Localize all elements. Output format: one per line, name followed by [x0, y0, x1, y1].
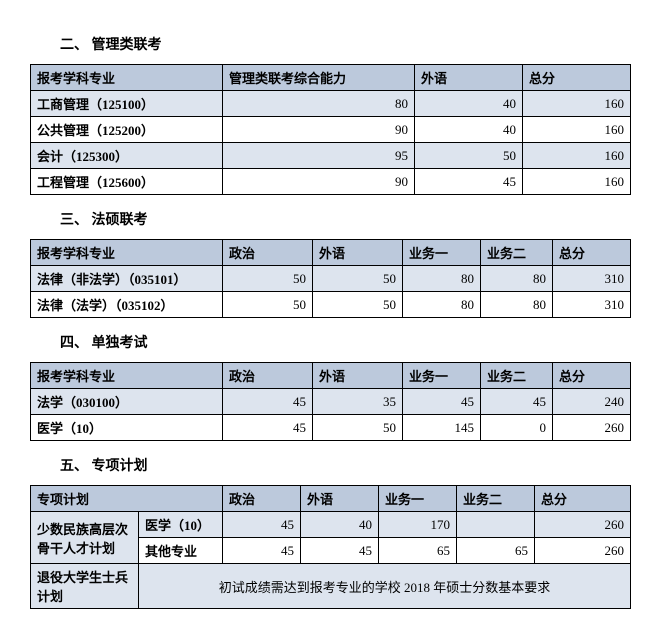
cell-value: 80: [481, 292, 553, 318]
column-header: 总分: [523, 65, 631, 91]
column-header: 专项计划: [31, 486, 223, 512]
cell-value: 260: [535, 538, 631, 564]
table-section4: 报考学科专业政治外语业务一业务二总分 法学（030100）45354545240…: [30, 362, 631, 441]
cell-value: 45: [223, 415, 313, 441]
cell-value: [457, 512, 535, 538]
cell-value: 45: [481, 389, 553, 415]
cell-value: 260: [553, 415, 631, 441]
column-header: 管理类联考综合能力: [223, 65, 415, 91]
cell-value: 45: [415, 169, 523, 195]
column-header: 总分: [553, 363, 631, 389]
column-header: 外语: [313, 363, 403, 389]
cell-value: 50: [415, 143, 523, 169]
row-label: 会计（125300）: [31, 143, 223, 169]
cell-value: 0: [481, 415, 553, 441]
cell-value: 35: [313, 389, 403, 415]
cell-value: 50: [313, 292, 403, 318]
column-header: 总分: [553, 240, 631, 266]
merged-plan-label: 少数民族高层次骨干人才计划: [31, 512, 139, 564]
cell-value: 45: [403, 389, 481, 415]
cell-value: 80: [223, 91, 415, 117]
cell-value: 65: [379, 538, 457, 564]
column-header: 业务二: [481, 363, 553, 389]
cell-value: 45: [301, 538, 379, 564]
cell-value: 45: [223, 389, 313, 415]
cell-value: 40: [415, 117, 523, 143]
table-section3: 报考学科专业政治外语业务一业务二总分 法律（非法学）（035101）505080…: [30, 239, 631, 318]
cell-value: 80: [403, 292, 481, 318]
cell-value: 160: [523, 169, 631, 195]
note-text: 初试成绩需达到报考专业的学校 2018 年硕士分数基本要求: [139, 564, 631, 609]
cell-value: 260: [535, 512, 631, 538]
cell-value: 80: [481, 266, 553, 292]
cell-value: 40: [415, 91, 523, 117]
row-label: 公共管理（125200）: [31, 117, 223, 143]
column-header: 业务一: [379, 486, 457, 512]
cell-value: 45: [223, 512, 301, 538]
column-header: 政治: [223, 240, 313, 266]
row-sublabel: 医学（10）: [139, 512, 223, 538]
cell-value: 80: [403, 266, 481, 292]
cell-value: 90: [223, 169, 415, 195]
cell-value: 310: [553, 292, 631, 318]
column-header: 总分: [535, 486, 631, 512]
column-header: 外语: [415, 65, 523, 91]
row-label: 工商管理（125100）: [31, 91, 223, 117]
cell-value: 50: [313, 415, 403, 441]
column-header: 外语: [313, 240, 403, 266]
cell-value: 160: [523, 91, 631, 117]
cell-value: 65: [457, 538, 535, 564]
column-header: 政治: [223, 363, 313, 389]
column-header: 报考学科专业: [31, 240, 223, 266]
column-header: 政治: [223, 486, 301, 512]
section5-title: 五、 专项计划: [60, 455, 631, 475]
section2-title: 二、 管理类联考: [60, 34, 631, 54]
row-label: 法律（非法学）（035101）: [31, 266, 223, 292]
row-label: 法学（030100）: [31, 389, 223, 415]
cell-value: 40: [301, 512, 379, 538]
note-plan-label: 退役大学生士兵计划: [31, 564, 139, 609]
row-sublabel: 其他专业: [139, 538, 223, 564]
row-label: 医学（10）: [31, 415, 223, 441]
cell-value: 50: [313, 266, 403, 292]
column-header: 业务一: [403, 240, 481, 266]
cell-value: 50: [223, 266, 313, 292]
cell-value: 310: [553, 266, 631, 292]
cell-value: 240: [553, 389, 631, 415]
row-label: 工程管理（125600）: [31, 169, 223, 195]
column-header: 报考学科专业: [31, 65, 223, 91]
cell-value: 160: [523, 117, 631, 143]
section4-title: 四、 单独考试: [60, 332, 631, 352]
column-header: 报考学科专业: [31, 363, 223, 389]
cell-value: 90: [223, 117, 415, 143]
cell-value: 95: [223, 143, 415, 169]
column-header: 外语: [301, 486, 379, 512]
cell-value: 50: [223, 292, 313, 318]
column-header: 业务一: [403, 363, 481, 389]
cell-value: 160: [523, 143, 631, 169]
row-label: 法律（法学）（035102）: [31, 292, 223, 318]
cell-value: 170: [379, 512, 457, 538]
section3-title: 三、 法硕联考: [60, 209, 631, 229]
cell-value: 145: [403, 415, 481, 441]
column-header: 业务二: [457, 486, 535, 512]
column-header: 业务二: [481, 240, 553, 266]
table-section5: 专项计划政治外语业务一业务二总分 少数民族高层次骨干人才计划医学（10）4540…: [30, 485, 631, 609]
cell-value: 45: [223, 538, 301, 564]
table-section2: 报考学科专业管理类联考综合能力外语总分 工商管理（125100）8040160公…: [30, 64, 631, 195]
